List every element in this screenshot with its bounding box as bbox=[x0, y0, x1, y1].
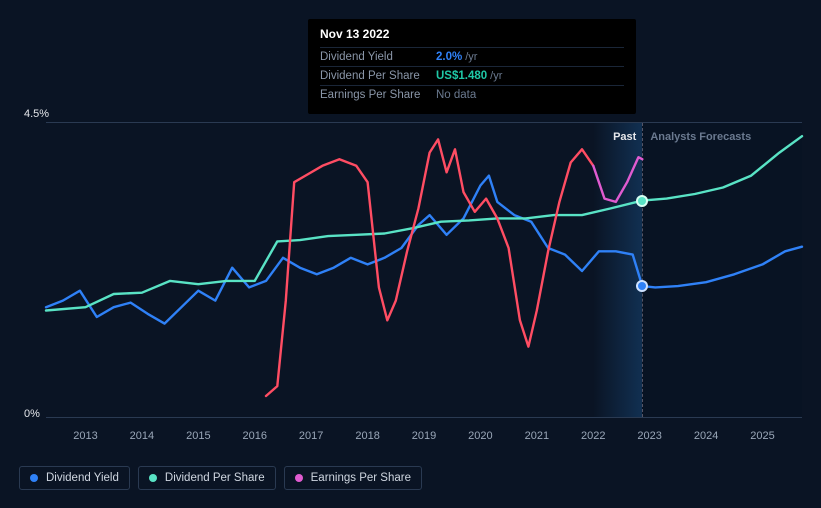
tooltip-row-value: US$1.480 bbox=[436, 70, 487, 82]
y-axis-tick-min: 0% bbox=[24, 408, 40, 420]
marker-dividend_per_share bbox=[638, 197, 646, 205]
x-tick: 2019 bbox=[412, 430, 436, 442]
x-tick: 2015 bbox=[186, 430, 210, 442]
legend-label: Earnings Per Share bbox=[311, 472, 411, 484]
tooltip-row-label: Earnings Per Share bbox=[320, 89, 436, 101]
legend-dot bbox=[295, 474, 303, 482]
legend-item-dividend_yield[interactable]: Dividend Yield bbox=[19, 466, 130, 490]
legend: Dividend Yield Dividend Per Share Earnings… bbox=[19, 466, 422, 490]
y-axis-tick-max: 4.5% bbox=[24, 108, 49, 120]
series-svg bbox=[46, 123, 802, 419]
tooltip-row: Dividend Per ShareUS$1.480/yr bbox=[320, 66, 624, 85]
marker-dividend_yield bbox=[638, 282, 646, 290]
x-tick: 2016 bbox=[242, 430, 266, 442]
x-tick: 2023 bbox=[637, 430, 661, 442]
x-tick: 2018 bbox=[355, 430, 379, 442]
x-tick: 2021 bbox=[525, 430, 549, 442]
x-axis: 2013 2014 2015 2016 2017 2018 2019 2020 2021 2022… bbox=[46, 430, 802, 450]
tooltip-row-unit: /yr bbox=[465, 51, 477, 63]
x-tick: 2014 bbox=[130, 430, 154, 442]
x-tick: 2020 bbox=[468, 430, 492, 442]
legend-label: Dividend Per Share bbox=[165, 472, 265, 484]
tooltip-row-value: 2.0% bbox=[436, 51, 462, 63]
tooltip-row-label: Dividend Per Share bbox=[320, 70, 436, 82]
legend-dot bbox=[30, 474, 38, 482]
tooltip-date: Nov 13 2022 bbox=[320, 27, 624, 47]
x-tick: 2013 bbox=[73, 430, 97, 442]
tooltip-row: Earnings Per ShareNo data bbox=[320, 85, 624, 104]
legend-item-dividend_per_share[interactable]: Dividend Per Share bbox=[138, 466, 276, 490]
tooltip-row-value: No data bbox=[436, 89, 476, 101]
tooltip-rows: Dividend Yield2.0%/yrDividend Per ShareU… bbox=[320, 47, 624, 104]
tooltip-row-unit: /yr bbox=[490, 70, 502, 82]
tooltip-row-label: Dividend Yield bbox=[320, 51, 436, 63]
legend-dot bbox=[149, 474, 157, 482]
legend-item-earnings_per_share[interactable]: Earnings Per Share bbox=[284, 466, 422, 490]
x-tick: 2022 bbox=[581, 430, 605, 442]
legend-label: Dividend Yield bbox=[46, 472, 119, 484]
x-tick: 2017 bbox=[299, 430, 323, 442]
plot-area[interactable]: Past Analysts Forecasts bbox=[46, 122, 802, 418]
x-tick: 2025 bbox=[750, 430, 774, 442]
tooltip: Nov 13 2022 Dividend Yield2.0%/yrDividen… bbox=[308, 19, 636, 114]
x-tick: 2024 bbox=[694, 430, 718, 442]
tooltip-row: Dividend Yield2.0%/yr bbox=[320, 47, 624, 66]
